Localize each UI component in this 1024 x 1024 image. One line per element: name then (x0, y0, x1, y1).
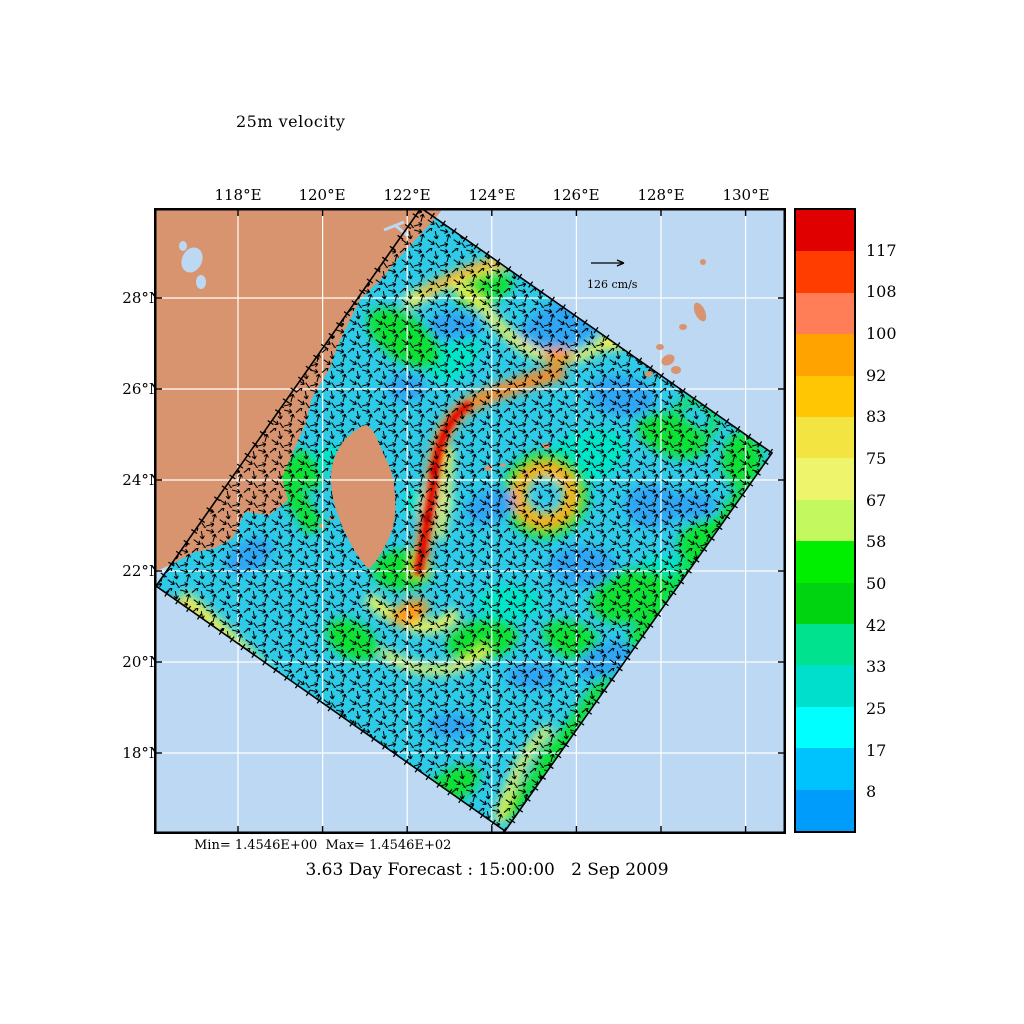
colorbar-label: 50 (866, 574, 887, 593)
lon-tick-label: 118°E (214, 186, 262, 204)
lon-tick-label: 128°E (637, 186, 685, 204)
reference-vector-label: 126 cm/s (587, 278, 638, 291)
plot-title: 25m velocity (236, 112, 346, 131)
colorbar-label: 108 (866, 282, 897, 301)
colorbar-band (796, 251, 854, 293)
ryukyu-islands (645, 259, 707, 377)
lat-tick-label: 20°N (122, 653, 162, 671)
forecast-caption: 3.63 Day Forecast : 15:00:00 2 Sep 2009 (305, 860, 669, 880)
colorbar-label: 17 (866, 741, 887, 760)
colorbar-label: 100 (866, 324, 897, 343)
colorbar-band (796, 499, 854, 542)
colorbar-band (796, 292, 854, 335)
colorbar-band (796, 541, 854, 583)
inland-lakes (179, 220, 409, 289)
lon-tick-label: 124°E (468, 186, 516, 204)
colorbar-band (796, 334, 854, 376)
colorbar-label: 8 (866, 782, 877, 801)
colorbar-label: 33 (866, 657, 887, 676)
colorbar-label: 75 (866, 449, 887, 468)
colorbar-band (796, 582, 854, 625)
lon-tick-label: 126°E (552, 186, 600, 204)
taiwan-island (330, 425, 396, 569)
map-frame (154, 208, 786, 834)
velocity-map (151, 203, 786, 836)
minmax-stats: Min= 1.4546E+00 Max= 1.4546E+02 (194, 838, 452, 853)
lat-tick-label: 18°N (122, 744, 162, 762)
colorbar-label: 58 (866, 532, 887, 551)
reference-arrow-icon (591, 259, 625, 267)
colorbar-band (796, 789, 854, 832)
colorbar-band (796, 375, 854, 418)
lon-tick-label: 130°E (722, 186, 770, 204)
colorbar-band (796, 417, 854, 459)
colorbar-band (796, 665, 854, 707)
lon-tick-label: 122°E (383, 186, 431, 204)
lon-tick-label: 120°E (298, 186, 346, 204)
lat-tick-label: 22°N (122, 562, 162, 580)
colorbar (794, 208, 856, 833)
colorbar-band (796, 210, 854, 252)
colorbar-band (796, 706, 854, 749)
map-canvas (151, 203, 786, 836)
lat-tick-label: 28°N (122, 289, 162, 307)
colorbar-band (796, 624, 854, 666)
colorbar-label: 117 (866, 241, 897, 260)
colorbar-label: 83 (866, 407, 887, 426)
colorbar-label: 67 (866, 491, 887, 510)
lat-tick-label: 26°N (122, 380, 162, 398)
colorbar-band (796, 458, 854, 500)
colorbar-label: 92 (866, 366, 887, 385)
colorbar-label: 42 (866, 616, 887, 635)
colorbar-label: 25 (866, 699, 887, 718)
lat-tick-label: 24°N (122, 471, 162, 489)
domain-boundary (151, 203, 777, 836)
colorbar-band (796, 748, 854, 790)
